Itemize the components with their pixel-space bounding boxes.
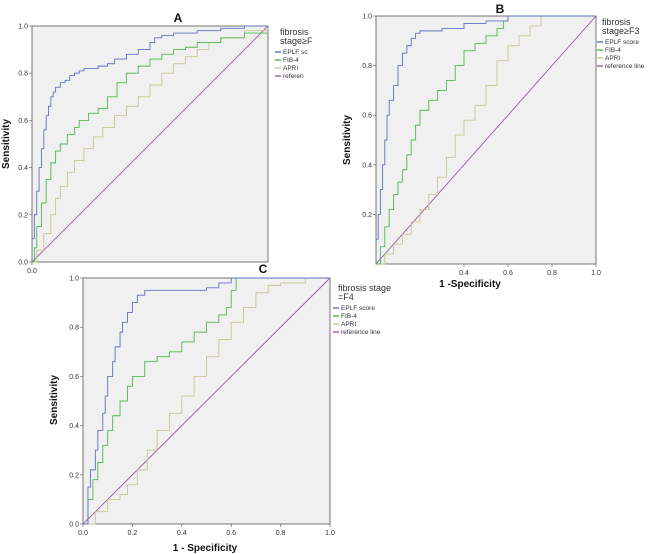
y-tick-label: 1.0 <box>69 276 79 283</box>
y-tick-label: 1.0 <box>362 14 372 21</box>
roc-panel-b: 0.2 0.4 0.6 0.8 1.0 0.4 0.6 0.8 1.0 B Sensitivity 1… <box>312 0 650 290</box>
x-tick-label: 1.0 <box>325 530 335 537</box>
y-axis-label: Sensitivity <box>49 375 60 425</box>
roc-line-fib-4 <box>32 26 269 263</box>
y-tick-label: 0.4 <box>69 423 79 430</box>
series-group <box>83 277 331 525</box>
roc-line-apri <box>376 15 596 265</box>
y-tick-label: 1.0 <box>18 24 28 31</box>
y-tick-label: 0.8 <box>362 63 372 70</box>
legend-item: APRI <box>283 65 298 72</box>
series-group <box>376 15 597 265</box>
legend-item: referen <box>283 73 304 80</box>
y-tick-label: 0.4 <box>18 165 28 172</box>
legend-item: APRI <box>605 55 620 62</box>
x-tick-label: 0.4 <box>459 270 469 277</box>
roc-line-fib-4 <box>83 277 330 525</box>
roc-line-fib-4 <box>376 15 596 265</box>
roc-line-eplf-sc <box>32 25 268 262</box>
x-tick-label: 0.6 <box>503 270 513 277</box>
y-tick-label: 0.8 <box>69 325 79 332</box>
y-axis-label: Sensitivity <box>342 115 353 165</box>
x-tick-label: 0.6 <box>226 530 236 537</box>
legend-title: fibrosis <box>602 17 631 27</box>
legend: fibrosis stage=F4 EPLF scoreFIB-4APRIrefe… <box>333 283 391 336</box>
y-tick-label: 0.2 <box>18 212 28 219</box>
x-axis-label: 1 - Specificity <box>173 543 238 554</box>
roc-panel-c: 0.0 0.2 0.4 0.6 0.8 1.0 0.0 0.2 0.4 0.6 0.8 1.0 C Sen… <box>49 262 402 554</box>
roc-line-reference-line <box>83 277 331 525</box>
x-tick-label: 0.4 <box>177 530 187 537</box>
legend-item: EPLF score <box>341 305 375 312</box>
legend-title: =F4 <box>338 292 354 302</box>
x-tick-label: 0.2 <box>128 530 138 537</box>
series-group <box>32 25 269 263</box>
roc-line-referen <box>32 25 269 263</box>
roc-line-apri <box>83 277 330 525</box>
legend-item: FIB-4 <box>283 57 299 64</box>
y-tick-label: 0.6 <box>69 374 79 381</box>
y-tick-label: 0.6 <box>362 113 372 120</box>
panel-label: B <box>496 2 505 16</box>
roc-panel-a: 0.0 0.2 0.4 0.6 0.8 1.0 0.0 A Sensitivity fibrosi… <box>0 0 313 275</box>
x-tick-label: 1.0 <box>591 270 601 277</box>
legend-title: fibrosis <box>280 27 309 37</box>
legend-item: EPLF sc <box>283 49 308 56</box>
roc-line-reference-line <box>376 15 597 265</box>
y-tick-label: 0.6 <box>18 118 28 125</box>
legend-item: APRI <box>341 321 356 328</box>
roc-line-eplf-score <box>376 15 596 264</box>
legend-title: stage≥F <box>280 36 313 46</box>
y-axis-label: Sensitivity <box>1 119 12 169</box>
panel-label: A <box>174 11 183 25</box>
y-tick-label: 0.8 <box>18 71 28 78</box>
y-tick-label: 0.2 <box>362 212 372 219</box>
legend-item: FIB-4 <box>605 47 621 54</box>
legend-title: fibrosis stage <box>338 283 391 293</box>
roc-line-apri <box>32 26 269 263</box>
y-tick-label: 0.2 <box>69 472 79 479</box>
legend-title: stage≥F3 <box>602 26 639 36</box>
y-tick-label: 0.4 <box>362 162 372 169</box>
x-tick-label: 0.8 <box>547 270 557 277</box>
legend-item: reference line <box>605 63 645 70</box>
y-tick-label: 0.0 <box>18 260 28 267</box>
x-tick-label: 0.0 <box>78 530 88 537</box>
legend-item: EPLF score <box>605 39 639 46</box>
x-tick-label: 0.8 <box>276 530 286 537</box>
legend-item: reference line <box>341 329 381 336</box>
x-tick-label: 0.0 <box>27 268 37 275</box>
panel-label: C <box>259 262 268 276</box>
roc-line-eplf-score <box>83 277 330 525</box>
x-axis-label: 1 -Specificity <box>439 279 501 290</box>
legend-item: FIB-4 <box>341 313 357 320</box>
y-tick-label: 0.0 <box>69 522 79 529</box>
